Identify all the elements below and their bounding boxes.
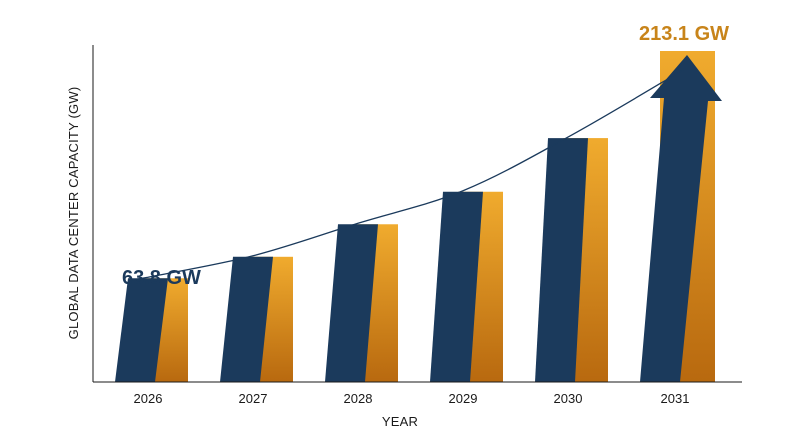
callout-label-2026: 63.8 GW xyxy=(122,267,201,289)
x-tick-label-2028: 2028 xyxy=(344,391,373,406)
y-axis-title: GLOBAL DATA CENTER CAPACITY (GW) xyxy=(66,87,81,340)
annotations: 63.8 GW 213.1 GW xyxy=(122,23,729,289)
x-axis-title: YEAR xyxy=(382,414,418,429)
bars-layer xyxy=(115,51,722,382)
bar-2026 xyxy=(115,278,168,382)
bar-2027 xyxy=(220,256,273,382)
x-tick-label-2029: 2029 xyxy=(449,391,478,406)
x-tick-label-2027: 2027 xyxy=(239,391,268,406)
callout-label-2031: 213.1 GW xyxy=(639,23,729,45)
bar-2031-arrow xyxy=(640,55,722,382)
trend-curve xyxy=(135,69,684,280)
bar-2030 xyxy=(535,138,588,382)
axes xyxy=(92,45,742,383)
x-tick-label-2030: 2030 xyxy=(554,391,583,406)
x-tick-label-2026: 2026 xyxy=(134,391,163,406)
x-tick-label-2031: 2031 xyxy=(661,391,690,406)
x-tick-labels: 2026 2027 2028 2029 2030 2031 xyxy=(134,391,690,406)
bar-2028 xyxy=(325,224,378,382)
bar-2029 xyxy=(430,191,483,382)
